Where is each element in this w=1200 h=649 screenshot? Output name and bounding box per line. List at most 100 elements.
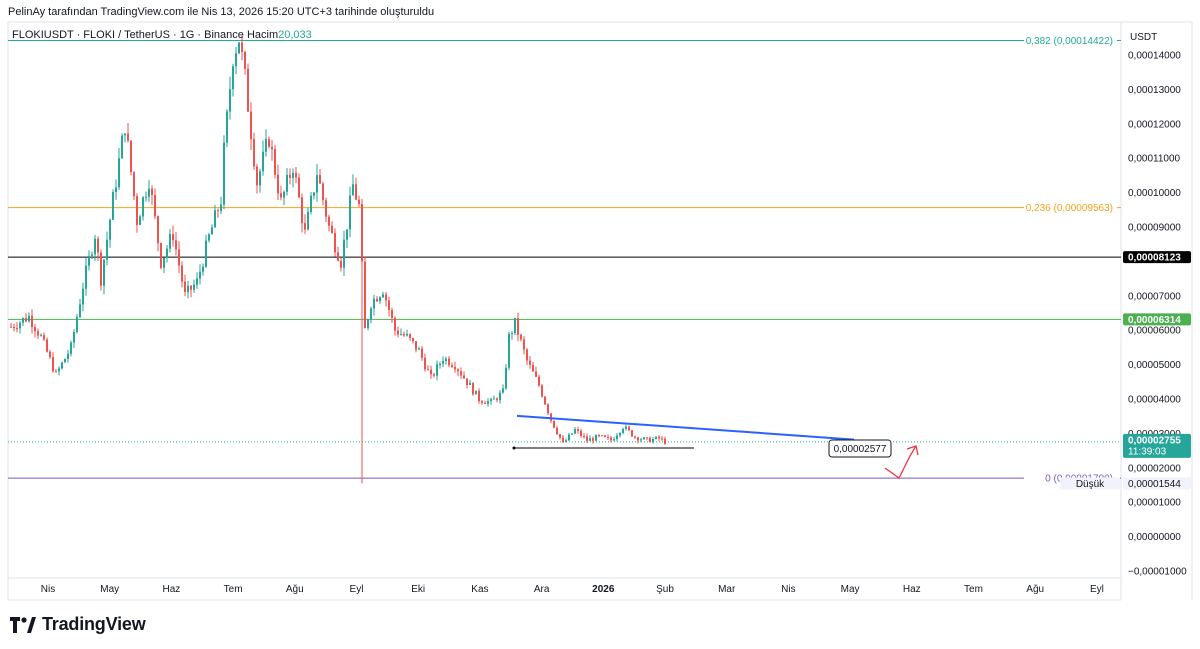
candle-body [292,172,294,178]
candle-body [196,278,198,285]
candle-body [565,440,567,442]
x-tick-label: Tem [224,584,243,595]
candle-body [340,260,342,268]
candle-body [43,335,45,340]
annotation-box[interactable] [828,439,892,458]
candle-body [493,398,495,400]
candle-body [454,366,456,370]
candle-body [334,232,336,253]
low-price-label: 0,00001544 [1128,479,1181,490]
candle-body [13,326,15,329]
candle-body [463,375,465,379]
candle-body [418,348,420,350]
candle-body [427,369,429,371]
candle-body [175,240,177,250]
candle-body [169,234,171,249]
candle-body [295,172,297,178]
candle-body [244,51,246,69]
candle-body [229,89,231,112]
candle-body [622,428,624,433]
candle-body [478,390,480,402]
candle-body [436,364,438,376]
candle-body [148,188,150,197]
symbol-legend[interactable]: FLOKIUSDT · FLOKI / TetherUS · 1G · Bina… [12,29,312,41]
candle-body [541,385,543,397]
candle-body [232,66,234,90]
candle-body [412,338,414,342]
candle-body [487,401,489,404]
candle-body [310,195,312,212]
candle-body [10,326,12,328]
candle-body [481,401,483,403]
candle-body [154,194,156,217]
x-tick-label: Haz [163,584,181,595]
candle-body [124,133,126,136]
candle-body [451,365,453,367]
candle-body [559,434,561,438]
candle-body [610,437,612,441]
candle-body [532,364,534,372]
candle-body [613,439,615,441]
candle-body [421,348,423,358]
candle-body [646,437,648,439]
candle-body [625,426,627,429]
candle-body [46,339,48,352]
descending-trendline[interactable] [516,414,855,441]
candle-body [271,146,273,150]
candle-body [298,177,300,198]
candle-body [160,243,162,268]
candle-body [499,392,501,401]
candle-body [166,248,168,258]
candle-body [592,438,594,441]
candle-body [133,172,135,197]
x-axis[interactable]: Nis May Haz Tem Ağu Eyl Eki Kas Ara 2026 Şub Mar Nis… [41,584,1104,595]
candle-body [556,427,558,435]
candle-body [253,139,255,167]
y-tick-label: 0,00007000 [1128,291,1181,302]
candle-body [484,402,486,404]
candle-body [580,430,582,436]
y-tick-label: 0,00005000 [1128,360,1181,371]
x-tick-label: Mar [718,584,736,595]
candle-body [58,368,60,372]
price-tag[interactable] [1123,433,1191,458]
publisher-note: PelinAy tarafından TradingView.com ile N… [8,6,435,18]
candle-body [241,42,243,52]
tradingview-logo-icon [10,616,36,633]
candle-body [202,266,204,272]
candle-body [379,297,381,302]
candle-body [475,390,477,395]
candle-body [112,191,114,220]
price-tag[interactable] [1123,313,1191,326]
y-axis[interactable]: 0,00014000 0,00013000 0,00012000 0,00011000… [1128,51,1187,578]
annotation-value: 0,00002577 [834,444,887,455]
candle-body [460,371,462,376]
tradingview-logo[interactable]: TradingView [10,614,146,635]
candle-body [214,210,216,228]
candle-body [307,211,309,230]
y-tick-label: 0,00012000 [1128,119,1181,130]
price-tag[interactable] [1123,251,1191,264]
projection-arrow-icon[interactable] [884,445,917,479]
candle-body [16,328,18,330]
candle-body [259,171,261,186]
candle-body [67,353,69,359]
candle-body [22,317,24,323]
candle-body [337,252,339,261]
candle-body [28,315,30,322]
candle-body [79,304,81,318]
candle-body [661,438,663,440]
candle-body [409,333,411,339]
candle-body [319,175,321,184]
x-tick-label: Eyl [1090,584,1104,595]
candle-body [190,285,192,290]
candle-body [181,265,183,282]
countdown-label: 11:39:03 [1128,446,1167,457]
candle-body [25,317,27,322]
candle-body [265,139,267,152]
candle-body [391,310,393,318]
candle-body [490,399,492,402]
candles[interactable] [10,35,666,445]
